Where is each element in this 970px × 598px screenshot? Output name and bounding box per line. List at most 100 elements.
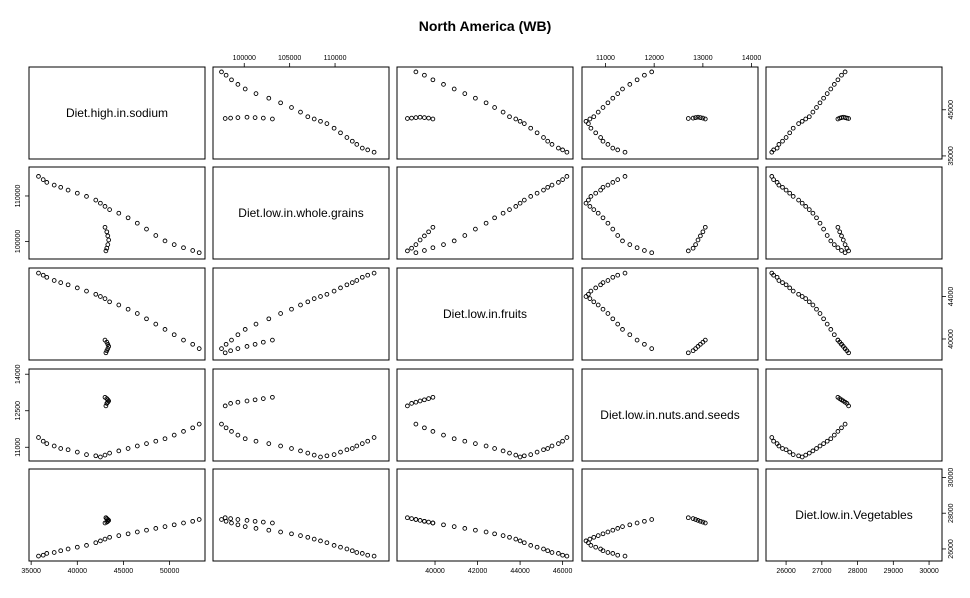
data-point-20 [229,337,234,343]
data-point-23 [405,515,410,521]
x-tick-label: 42000 [468,568,488,575]
data-point-7 [593,544,599,550]
data-point-10 [98,538,103,544]
data-point-28 [426,519,431,525]
data-point-10 [318,118,323,124]
y-tick-label: 100000 [15,230,22,253]
data-point-17 [462,233,468,238]
data-point-5 [58,446,64,451]
data-point-4 [354,278,360,283]
data-point-8 [528,125,534,131]
data-point-12 [591,114,597,120]
data-point-20 [181,337,186,343]
data-point-18 [451,436,457,442]
data-point-11 [803,452,809,458]
data-point-14 [492,446,497,451]
data-point-6 [783,135,789,140]
data-point-6 [344,546,350,552]
data-point-19 [171,522,177,528]
data-point-3 [44,180,50,185]
data-point-18 [620,238,625,244]
data-point-4 [605,142,611,147]
panel-frame [212,66,390,160]
y-tick-label: 110000 [15,184,22,207]
data-point-26 [417,114,423,120]
data-point-8 [528,452,534,457]
data-point-25 [105,242,111,247]
data-point-13 [500,109,506,115]
panel-5-1 [28,468,206,562]
data-point-10 [517,538,523,544]
data-point-3 [610,180,616,185]
data-point-16 [610,316,616,322]
panel-1-4 [581,66,759,160]
data-point-8 [588,194,594,199]
data-point-18 [162,524,168,529]
x-tick-label: 50000 [160,568,180,575]
panel-frame [28,368,206,462]
data-point-7 [534,544,540,550]
data-point-1 [371,270,377,276]
data-point-22 [649,69,655,75]
data-point-5 [545,446,551,451]
variable-label: Diet.low.in.Vegetables [795,508,912,522]
data-point-15 [134,311,140,316]
data-point-4 [549,550,555,555]
data-point-20 [634,337,640,343]
data-point-6 [541,135,546,140]
x-tick-label: 30000 [919,568,939,575]
data-point-8 [331,543,337,548]
data-point-4 [605,278,611,283]
data-point-1 [769,435,775,440]
panel-2-4 [581,166,759,260]
panel-frame [765,267,943,361]
data-point-15 [134,220,140,226]
data-point-16 [610,226,616,232]
data-point-25 [693,517,698,522]
data-point-29 [102,520,108,526]
panel-frame [212,166,390,260]
data-point-25 [413,517,419,522]
panel-frame [765,368,943,462]
data-point-22 [649,517,655,522]
variable-label: Diet.low.in.nuts.and.seeds [600,408,739,422]
data-point-1 [622,174,628,179]
data-point-10 [517,118,523,124]
data-point-23 [222,515,228,521]
data-point-22 [842,69,848,75]
x-tick-label: 14000 [742,55,762,62]
data-point-22 [413,250,419,256]
data-point-29 [430,116,436,122]
data-point-12 [107,534,112,540]
data-point-6 [65,187,71,193]
data-point-13 [810,448,816,454]
data-point-16 [266,95,272,101]
data-point-19 [441,522,446,528]
data-point-16 [473,441,478,446]
data-point-3 [44,551,50,556]
data-point-22 [196,250,202,256]
data-point-3 [44,441,50,446]
data-point-4 [51,443,57,449]
data-point-8 [84,194,89,199]
data-point-23 [685,350,691,356]
data-point-11 [102,452,108,458]
y-tick-label: 26000 [948,539,955,559]
data-point-19 [171,332,177,338]
data-point-15 [134,443,140,449]
data-point-9 [521,540,527,546]
data-point-23 [103,403,109,409]
data-point-16 [266,527,272,533]
data-point-16 [610,527,616,533]
data-point-1 [371,553,377,559]
panel-2-2: Diet.low.in.whole.grains [212,166,390,260]
data-point-20 [835,77,841,83]
data-point-14 [600,105,606,110]
data-point-3 [556,441,561,446]
panel-frame [765,166,943,260]
data-point-29 [430,394,436,400]
data-point-2 [771,272,776,278]
data-point-17 [824,438,830,444]
data-point-13 [500,448,506,454]
data-point-22 [219,421,224,427]
